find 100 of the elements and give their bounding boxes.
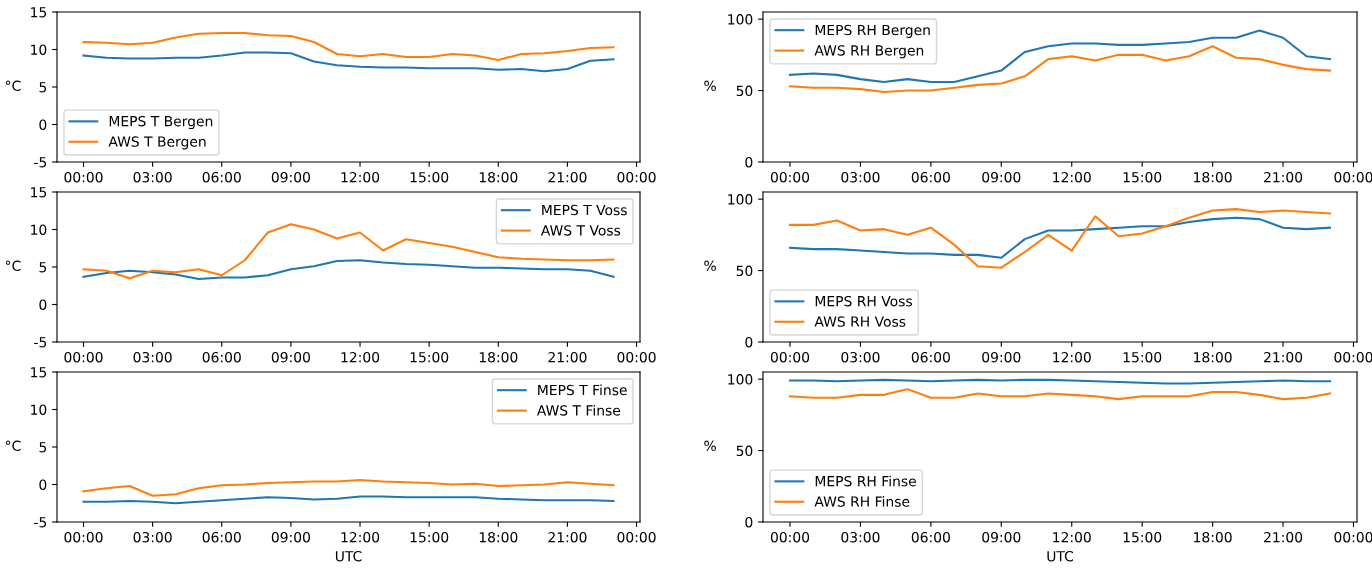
y-tick-label: 10 xyxy=(31,404,47,415)
y-tick-label: 15 xyxy=(31,7,47,18)
x-tick-label: 00:00 xyxy=(617,531,656,543)
x-tick-label: 21:00 xyxy=(548,531,587,543)
x-tick-label: 06:00 xyxy=(911,171,950,183)
y-axis-title: % xyxy=(704,440,716,452)
x-tick-label: 15:00 xyxy=(1123,171,1162,183)
legend-label: AWS T Finse xyxy=(536,404,621,416)
x-tick-label: 03:00 xyxy=(841,171,880,183)
x-tick-label: 21:00 xyxy=(1264,171,1303,183)
x-tick-label: 18:00 xyxy=(479,351,518,363)
x-tick-label: 21:00 xyxy=(548,351,587,363)
x-tick-label: 18:00 xyxy=(1194,531,1232,543)
x-tick-label: 15:00 xyxy=(1123,531,1162,543)
x-tick-label: 21:00 xyxy=(1264,531,1303,543)
line-series xyxy=(82,31,615,62)
legend-label: MEPS RH Voss xyxy=(815,295,912,307)
x-tick-label: 00:00 xyxy=(1334,531,1372,543)
legend-label: AWS T Voss xyxy=(540,225,621,236)
legend-label: MEPS RH Bergen xyxy=(815,24,930,38)
x-tick-label: 00:00 xyxy=(617,351,656,363)
y-tick-label: -5 xyxy=(34,157,47,168)
x-tick-label: 03:00 xyxy=(133,351,172,363)
legend-label: MEPS T Voss xyxy=(542,204,627,216)
x-tick-label: 12:00 xyxy=(1053,531,1091,543)
x-tick-label: 06:00 xyxy=(911,531,950,543)
legend-label: MEPS T Finse xyxy=(538,384,627,396)
x-tick-label: 00:00 xyxy=(1334,351,1372,363)
x-tick-label: 12:00 xyxy=(1053,351,1091,363)
y-tick-label: 100 xyxy=(728,14,753,25)
x-tick-label: 18:00 xyxy=(479,171,518,183)
y-axis-title: °C xyxy=(5,440,21,452)
line-series xyxy=(82,478,615,497)
x-tick-label: 03:00 xyxy=(841,351,880,363)
x-axis-title: UTC xyxy=(1047,550,1074,562)
x-tick-label: 21:00 xyxy=(548,171,587,183)
x-tick-label: 15:00 xyxy=(1123,351,1162,363)
x-tick-label: 00:00 xyxy=(770,351,810,363)
y-tick-label: -5 xyxy=(34,337,47,348)
x-tick-label: 09:00 xyxy=(982,171,1021,183)
y-tick-label: 5 xyxy=(39,82,47,93)
y-axis-title: °C xyxy=(5,260,21,272)
line-series xyxy=(788,45,1332,94)
x-tick-label: 06:00 xyxy=(202,531,241,543)
x-tick-label: 03:00 xyxy=(133,531,172,543)
x-tick-label: 18:00 xyxy=(1194,351,1232,363)
x-tick-label: 12:00 xyxy=(341,171,380,183)
line-series xyxy=(82,259,615,281)
x-tick-label: 06:00 xyxy=(202,171,241,183)
x-tick-label: 09:00 xyxy=(982,351,1021,363)
y-tick-label: 5 xyxy=(39,262,47,273)
x-tick-label: 12:00 xyxy=(341,351,380,363)
y-tick-label: 0 xyxy=(39,119,47,130)
x-tick-label: 00:00 xyxy=(617,171,656,183)
x-tick-label: 03:00 xyxy=(133,171,172,183)
x-tick-label: 12:00 xyxy=(1053,171,1091,183)
line-series xyxy=(788,388,1332,401)
y-tick-label: 50 xyxy=(736,85,753,97)
legend-label: MEPS RH Finse xyxy=(815,475,916,487)
x-tick-label: 00:00 xyxy=(64,171,103,183)
x-tick-label: 15:00 xyxy=(410,171,449,183)
x-tick-label: 09:00 xyxy=(982,531,1021,543)
legend-label: MEPS T Bergen xyxy=(109,115,213,130)
line-series xyxy=(82,495,615,505)
y-tick-label: 50 xyxy=(736,445,753,457)
legend-label: AWS T Bergen xyxy=(108,136,206,150)
x-tick-label: 06:00 xyxy=(202,351,241,363)
y-axis-title: °C xyxy=(5,80,21,92)
y-axis-title: % xyxy=(704,260,716,272)
line-series xyxy=(788,208,1332,269)
x-axis-title: UTC xyxy=(335,550,362,562)
y-tick-label: 15 xyxy=(31,367,47,378)
y-tick-label: 0 xyxy=(39,479,47,490)
y-tick-label: 100 xyxy=(728,374,753,385)
line-series xyxy=(82,51,615,73)
y-tick-label: 10 xyxy=(31,224,47,235)
x-tick-label: 00:00 xyxy=(64,351,103,363)
x-tick-label: 09:00 xyxy=(271,351,310,363)
y-tick-label: 5 xyxy=(39,442,47,453)
x-tick-label: 03:00 xyxy=(841,531,880,543)
legend-label: AWS RH Voss xyxy=(814,316,906,327)
y-tick-label: 15 xyxy=(31,187,47,198)
y-tick-label: 0 xyxy=(745,156,753,168)
x-tick-label: 21:00 xyxy=(1264,351,1303,363)
legend-label: AWS RH Bergen xyxy=(814,45,924,59)
x-tick-label: 18:00 xyxy=(479,531,518,543)
x-tick-label: 00:00 xyxy=(64,531,103,543)
x-tick-label: 00:00 xyxy=(1334,171,1372,183)
y-tick-label: 50 xyxy=(736,265,753,277)
legend-label: AWS RH Finse xyxy=(814,496,910,507)
y-tick-label: 0 xyxy=(745,336,753,348)
x-tick-label: 00:00 xyxy=(770,531,810,543)
y-axis-title: % xyxy=(704,80,716,92)
x-tick-label: 12:00 xyxy=(341,531,380,543)
x-tick-label: 15:00 xyxy=(410,351,449,363)
x-tick-label: 15:00 xyxy=(410,531,449,543)
y-tick-label: -5 xyxy=(34,517,47,528)
x-tick-label: 09:00 xyxy=(271,531,310,543)
x-tick-label: 18:00 xyxy=(1194,171,1232,183)
y-tick-label: 10 xyxy=(31,44,47,55)
